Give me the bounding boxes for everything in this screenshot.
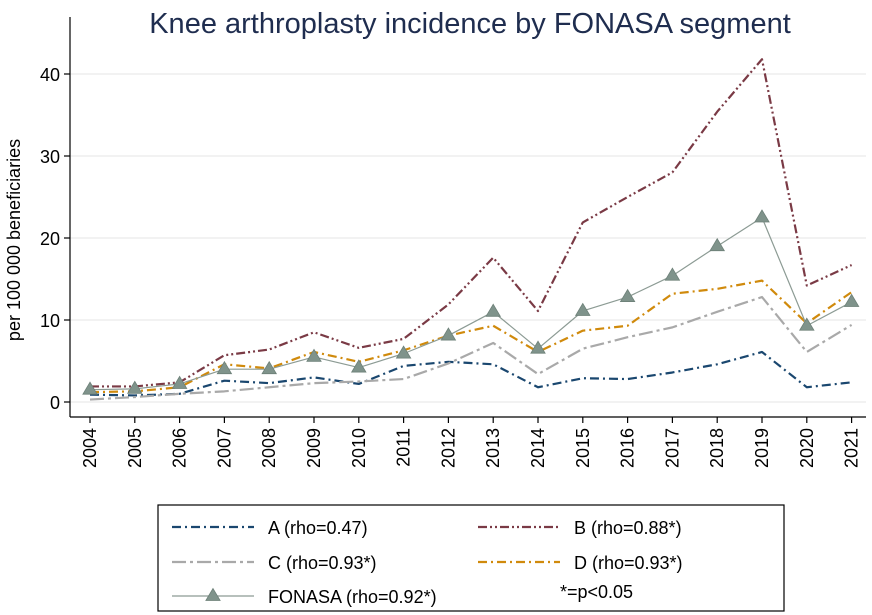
x-tick-label: 2004	[80, 428, 100, 468]
x-tick-label: 2008	[259, 428, 279, 468]
series-line	[89, 350, 852, 397]
series-2	[89, 295, 853, 401]
legend-label: A (rho=0.47)	[268, 518, 368, 538]
x-ticks: 2004 2005 2006 2007 2008 2009 2010 2011 2012 2013…	[80, 417, 862, 468]
x-tick-label: 2005	[125, 428, 145, 468]
data-point	[82, 381, 98, 395]
x-tick-label: 2019	[752, 428, 772, 468]
legend-label: C (rho=0.93*)	[268, 553, 377, 573]
chart-title: Knee arthroplasty incidence by FONASA se…	[149, 8, 791, 40]
legend: A (rho=0.47) B (rho=0.88*) C (rho=0.93*) D …	[172, 518, 683, 607]
x-tick-label: 2018	[707, 428, 727, 468]
x-tick-label: 2009	[304, 428, 324, 468]
data-point	[261, 360, 278, 375]
y-ticks: 0 10 20 30 40	[40, 65, 70, 413]
x-tick-label: 2007	[214, 428, 234, 468]
series-line	[89, 216, 852, 391]
data-point	[485, 303, 502, 317]
y-tick-label: 10	[40, 311, 60, 331]
series-0	[89, 350, 852, 397]
legend-label: D (rho=0.93*)	[574, 553, 683, 573]
data-point	[709, 237, 726, 252]
series-1	[90, 58, 853, 388]
series-line	[90, 58, 853, 388]
grid	[70, 73, 866, 403]
x-tick-label: 2017	[662, 428, 682, 468]
data-point	[126, 380, 143, 394]
legend-label: FONASA (rho=0.92*)	[268, 587, 437, 607]
y-tick-label: 20	[40, 229, 60, 249]
y-tick-label: 40	[40, 65, 60, 85]
x-tick-label: 2020	[797, 428, 817, 468]
data-point	[664, 267, 681, 281]
legend-note: *=p<0.05	[560, 582, 633, 602]
legend-label: B (rho=0.88*)	[574, 518, 682, 538]
data-point	[216, 360, 233, 375]
x-tick-label: 2016	[618, 428, 638, 468]
plot-area	[82, 58, 860, 401]
data-point	[619, 288, 636, 302]
y-axis-label: per 100 000 beneficiaries	[4, 139, 24, 341]
data-point	[306, 348, 322, 362]
series-line	[89, 295, 853, 401]
y-tick-label: 30	[40, 147, 60, 167]
x-tick-label: 2013	[483, 428, 503, 468]
data-point	[440, 327, 457, 341]
x-tick-label: 2006	[170, 428, 190, 468]
data-point	[350, 359, 367, 373]
data-point	[754, 209, 770, 223]
data-point	[843, 293, 860, 307]
series-4	[82, 209, 860, 395]
x-tick-label: 2015	[573, 428, 593, 468]
data-point	[798, 317, 815, 331]
data-point	[530, 340, 546, 354]
x-tick-label: 2011	[394, 428, 414, 467]
y-tick-label: 0	[50, 393, 60, 413]
x-tick-label: 2012	[438, 428, 458, 468]
data-point	[171, 375, 188, 389]
series-line	[89, 279, 853, 394]
legend-box	[157, 504, 785, 612]
data-point	[395, 345, 412, 359]
series-3	[89, 279, 853, 394]
x-tick-label: 2021	[842, 428, 862, 468]
legend-marker	[205, 587, 221, 601]
x-tick-label: 2014	[528, 428, 548, 468]
data-point	[574, 302, 591, 316]
x-tick-label: 2010	[349, 428, 369, 468]
